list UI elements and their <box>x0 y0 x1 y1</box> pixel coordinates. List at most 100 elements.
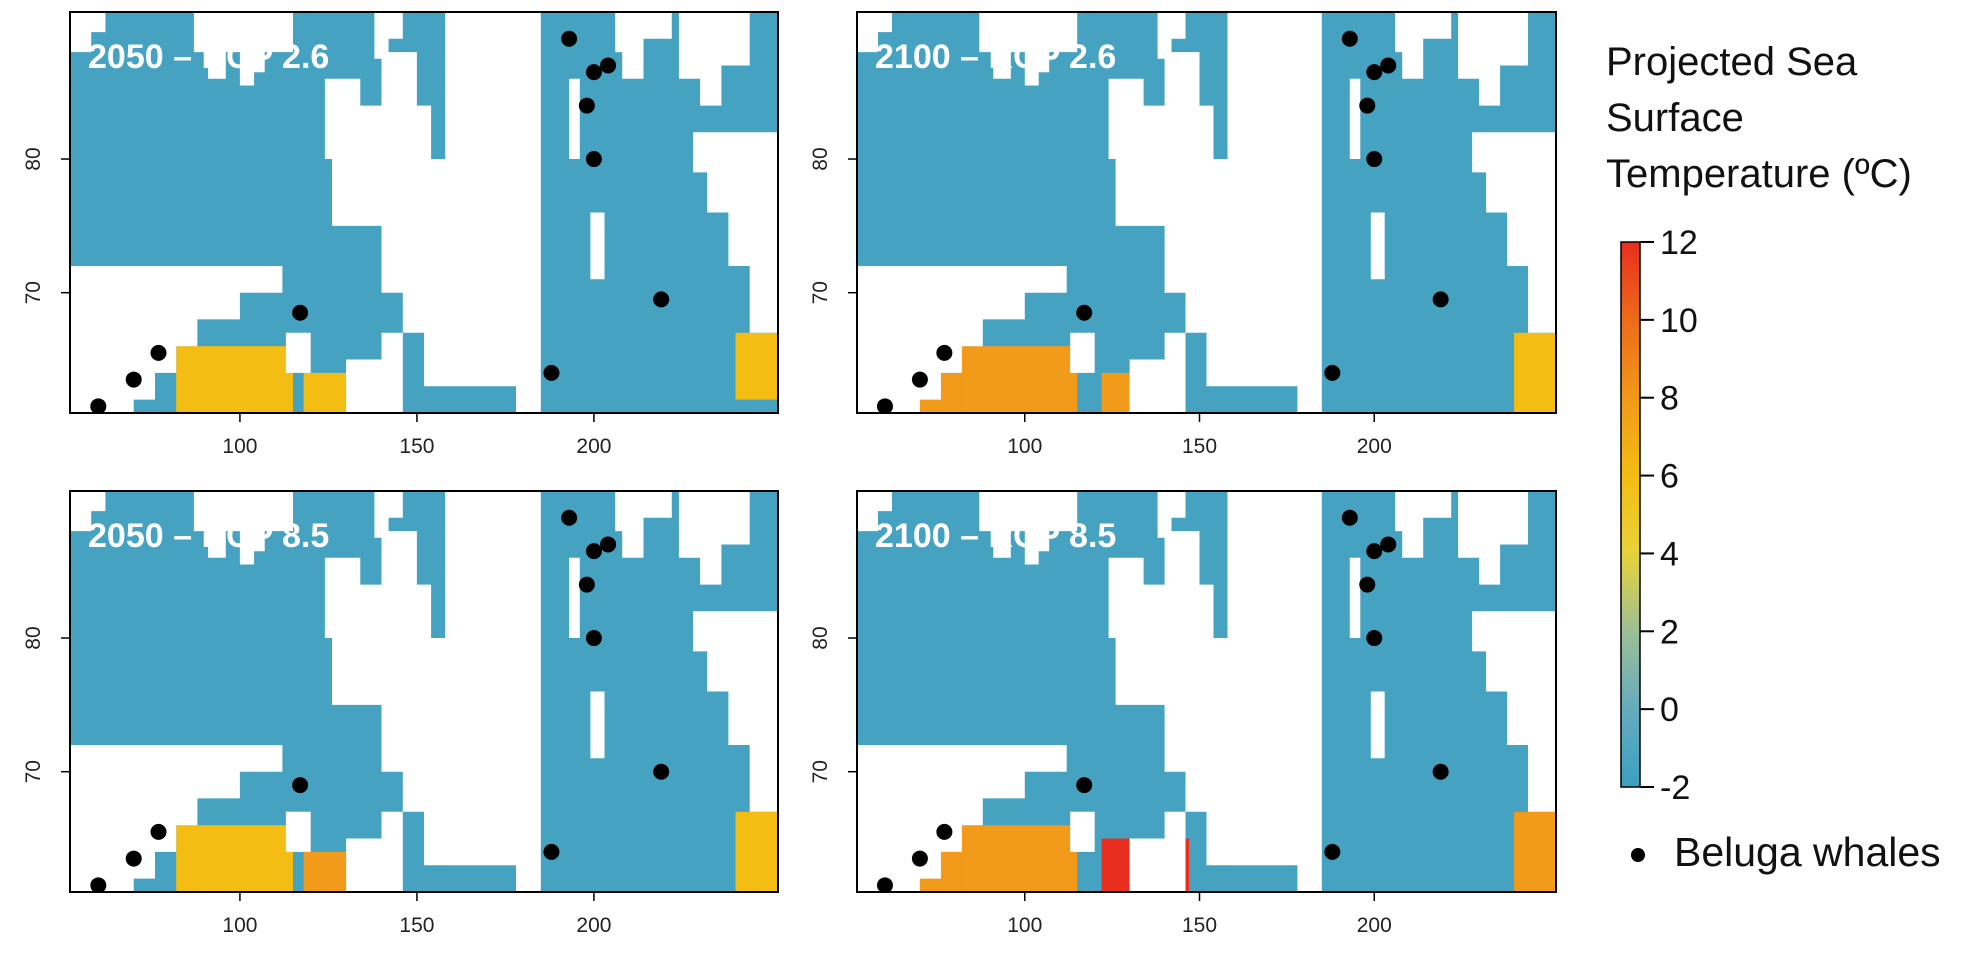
land-mass <box>693 611 778 812</box>
y-tick-label: 80 <box>22 626 45 649</box>
land-mass <box>857 12 892 53</box>
land-mass <box>615 491 672 558</box>
beluga-point <box>653 763 670 780</box>
warm-sst-patch <box>735 332 778 400</box>
land-mass <box>1395 491 1452 558</box>
x-tick-label: 200 <box>576 435 611 458</box>
x-tick-label: 200 <box>576 914 611 937</box>
land-mass <box>193 12 293 86</box>
beluga-point <box>1076 777 1093 794</box>
land-mass <box>857 491 892 532</box>
panel-title: 2050 – RCP 2.6 <box>88 38 329 76</box>
beluga-point <box>150 823 167 840</box>
beluga-point <box>1432 291 1449 308</box>
land-mass <box>1157 491 1186 538</box>
land-mass <box>324 491 541 892</box>
land-mass <box>590 691 605 759</box>
land-mass <box>1108 12 1322 413</box>
y-tick-label: 70 <box>809 281 832 304</box>
warm-sst-patch <box>961 346 1078 413</box>
land-mass <box>678 491 750 585</box>
land-mass <box>70 491 106 532</box>
warm-sst-patch <box>176 346 294 413</box>
colorbar-tick-label: 6 <box>1660 458 1679 496</box>
panel-title: 2100 – RCP 8.5 <box>875 517 1116 555</box>
colorbar-tick-label: 12 <box>1660 224 1698 262</box>
land-mass <box>193 491 293 565</box>
colorbar-tick-label: 10 <box>1660 302 1698 340</box>
x-tick-label: 100 <box>222 914 257 937</box>
plot-frame <box>856 490 1557 893</box>
beluga-point <box>1366 64 1383 81</box>
beluga-point <box>125 850 142 867</box>
land-mass <box>1349 557 1361 638</box>
warm-sst-patch <box>735 811 778 892</box>
land-mass <box>1070 811 1095 852</box>
y-tick-label: 80 <box>22 147 45 170</box>
beluga-point <box>1324 843 1341 860</box>
land-mass <box>1458 12 1528 106</box>
plot-frame <box>856 11 1557 414</box>
x-tick-label: 100 <box>222 435 257 458</box>
y-tick-label: 80 <box>809 147 832 170</box>
beluga-point <box>150 344 167 361</box>
land-mass <box>374 491 403 538</box>
colorbar-title-line: Surface <box>1606 96 1744 140</box>
warm-sst-patch <box>1514 811 1556 892</box>
land-mass <box>979 12 1078 86</box>
beluga-point <box>543 843 560 860</box>
beluga-point <box>876 877 893 892</box>
beluga-point <box>1366 151 1383 168</box>
legend: Projected Sea Surface Temperature (ºC) 12 10… <box>1606 40 1941 875</box>
land-mass <box>1108 491 1322 892</box>
beluga-point <box>578 97 595 114</box>
warm-sst-patch <box>961 825 1078 892</box>
warm-sst-patch <box>1514 332 1556 413</box>
map-panel-4: 2100 – RCP 8.5 100 150 200 70 80 <box>809 490 1557 937</box>
y-tick-label: 70 <box>22 760 45 783</box>
beluga-point <box>1380 57 1397 74</box>
beluga-point <box>876 398 893 413</box>
beluga-point <box>561 30 578 47</box>
panel-title: 2100 – RCP 2.6 <box>875 38 1116 76</box>
beluga-point <box>90 398 107 413</box>
beluga-legend-marker <box>1631 848 1645 862</box>
beluga-point <box>600 57 617 74</box>
land-mass <box>1370 212 1385 280</box>
x-tick-label: 200 <box>1357 914 1392 937</box>
beluga-point <box>936 823 953 840</box>
colorbar <box>1620 241 1641 788</box>
beluga-point <box>1076 304 1093 321</box>
beluga-point <box>1341 509 1358 526</box>
colorbar-tick-label: -2 <box>1660 769 1690 807</box>
colorbar-tick-label: 8 <box>1660 380 1679 418</box>
land-mass <box>857 745 1067 892</box>
beluga-point <box>653 291 670 308</box>
land-mass <box>374 12 403 59</box>
land-mass <box>1472 132 1556 333</box>
beluga-point <box>292 777 309 794</box>
beluga-point <box>125 371 142 388</box>
panel-title: 2050 – RCP 8.5 <box>88 517 329 555</box>
beluga-point <box>936 344 953 361</box>
plot-frame <box>69 490 779 893</box>
beluga-point <box>1366 543 1383 560</box>
y-tick-label: 80 <box>809 626 832 649</box>
beluga-point <box>1359 576 1376 593</box>
land-mass <box>693 132 778 333</box>
beluga-point <box>600 536 617 553</box>
beluga-point <box>585 151 602 168</box>
land-mass <box>1472 611 1556 812</box>
x-tick-label: 100 <box>1007 914 1042 937</box>
land-mass <box>1070 332 1095 373</box>
beluga-point <box>292 304 309 321</box>
beluga-point <box>1366 630 1383 647</box>
beluga-point <box>578 576 595 593</box>
colorbar-tick-label: 4 <box>1660 535 1679 573</box>
land-mass <box>285 332 311 373</box>
beluga-point <box>543 364 560 381</box>
beluga-point <box>1341 30 1358 47</box>
land-mass <box>615 12 672 79</box>
land-mass <box>70 12 106 53</box>
land-mass <box>70 745 283 892</box>
